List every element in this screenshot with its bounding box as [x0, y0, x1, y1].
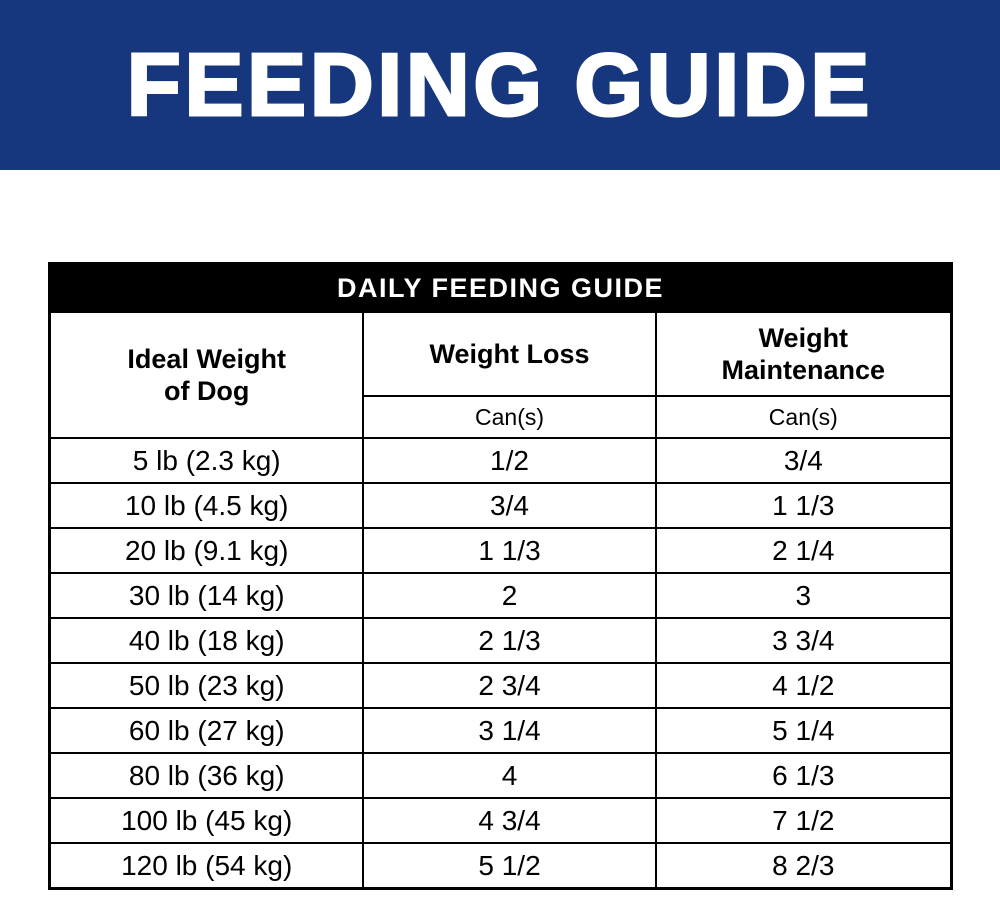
table-row: 10 lb (4.5 kg) 3/4 1 1/3: [48, 482, 953, 529]
table-subheader-row: Can(s) Can(s): [50, 395, 953, 439]
table-row: 120 lb (54 kg) 5 1/2 8 2/3: [48, 842, 953, 890]
subheader-weight-loss-cans: Can(s): [362, 395, 657, 439]
weight-loss-cell: 2 3/4: [362, 662, 657, 709]
table-row: 60 lb (27 kg) 3 1/4 5 1/4: [48, 707, 953, 754]
ideal-weight-cell: 5 lb (2.3 kg): [48, 437, 365, 484]
weight-maintenance-cell: 2 1/4: [654, 527, 953, 574]
weight-maintenance-cell: 6 1/3: [654, 752, 953, 799]
table-header-row: Ideal Weight of Dog Weight Loss Weight M…: [48, 311, 953, 439]
weight-loss-cell: 5 1/2: [362, 842, 657, 890]
banner-title: FEEDING GUIDE: [125, 35, 874, 134]
table-row: 50 lb (23 kg) 2 3/4 4 1/2: [48, 662, 953, 709]
weight-loss-cell: 2: [362, 572, 657, 619]
weight-loss-cell: 4 3/4: [362, 797, 657, 844]
weight-maintenance-cell: 3 3/4: [654, 617, 953, 664]
column-header-weight-loss: Weight Loss: [362, 311, 657, 397]
feeding-guide-banner: FEEDING GUIDE: [0, 0, 1000, 170]
subheader-weight-maintenance-cans: Can(s): [654, 395, 953, 439]
ideal-weight-cell: 80 lb (36 kg): [48, 752, 365, 799]
ideal-weight-cell: 10 lb (4.5 kg): [48, 482, 365, 529]
weight-loss-cell: 3 1/4: [362, 707, 657, 754]
weight-loss-cell: 3/4: [362, 482, 657, 529]
ideal-weight-cell: 60 lb (27 kg): [48, 707, 365, 754]
table-title: DAILY FEEDING GUIDE: [48, 262, 953, 313]
table-row: 80 lb (36 kg) 4 6 1/3: [48, 752, 953, 799]
ideal-weight-cell: 100 lb (45 kg): [48, 797, 365, 844]
weight-maintenance-cell: 7 1/2: [654, 797, 953, 844]
weight-maintenance-cell: 8 2/3: [654, 842, 953, 890]
weight-loss-cell: 2 1/3: [362, 617, 657, 664]
table-row: 30 lb (14 kg) 2 3: [48, 572, 953, 619]
table-row: 5 lb (2.3 kg) 1/2 3/4: [48, 437, 953, 484]
table-row: 20 lb (9.1 kg) 1 1/3 2 1/4: [48, 527, 953, 574]
ideal-weight-cell: 50 lb (23 kg): [48, 662, 365, 709]
ideal-weight-cell: 30 lb (14 kg): [48, 572, 365, 619]
table-title-row: DAILY FEEDING GUIDE: [48, 262, 953, 313]
weight-maintenance-cell: 3/4: [654, 437, 953, 484]
weight-maintenance-cell: 4 1/2: [654, 662, 953, 709]
ideal-weight-cell: 20 lb (9.1 kg): [48, 527, 365, 574]
weight-maintenance-cell: 5 1/4: [654, 707, 953, 754]
daily-feeding-guide-table: DAILY FEEDING GUIDE Ideal Weight of Dog …: [48, 262, 953, 890]
table-row: 40 lb (18 kg) 2 1/3 3 3/4: [48, 617, 953, 664]
table-row: 100 lb (45 kg) 4 3/4 7 1/2: [48, 797, 953, 844]
weight-maintenance-cell: 3: [654, 572, 953, 619]
ideal-weight-cell: 120 lb (54 kg): [48, 842, 365, 890]
weight-loss-cell: 1/2: [362, 437, 657, 484]
ideal-weight-cell: 40 lb (18 kg): [48, 617, 365, 664]
weight-loss-cell: 1 1/3: [362, 527, 657, 574]
column-header-weight-maintenance: Weight Maintenance: [654, 311, 953, 397]
weight-maintenance-cell: 1 1/3: [654, 482, 953, 529]
feeding-table-body: 5 lb (2.3 kg) 1/2 3/4 10 lb (4.5 kg) 3/4 1 1/…: [48, 437, 953, 890]
weight-loss-cell: 4: [362, 752, 657, 799]
column-header-ideal-weight: Ideal Weight of Dog: [48, 311, 365, 439]
